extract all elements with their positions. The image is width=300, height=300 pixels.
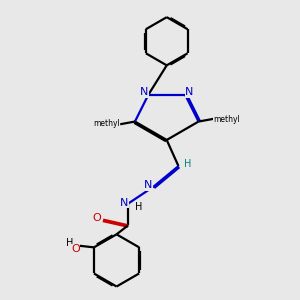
Text: O: O	[93, 213, 101, 223]
Text: N: N	[144, 180, 152, 190]
Text: methyl: methyl	[110, 123, 114, 124]
Text: O: O	[71, 244, 80, 254]
Text: N: N	[185, 87, 194, 98]
Text: H: H	[135, 202, 142, 212]
Text: methyl: methyl	[213, 115, 240, 124]
Text: H: H	[184, 159, 191, 169]
Text: H: H	[66, 238, 73, 248]
Text: methyl: methyl	[94, 119, 120, 128]
Text: N: N	[140, 87, 148, 98]
Text: N: N	[120, 198, 128, 208]
Text: methyl: methyl	[110, 124, 115, 125]
